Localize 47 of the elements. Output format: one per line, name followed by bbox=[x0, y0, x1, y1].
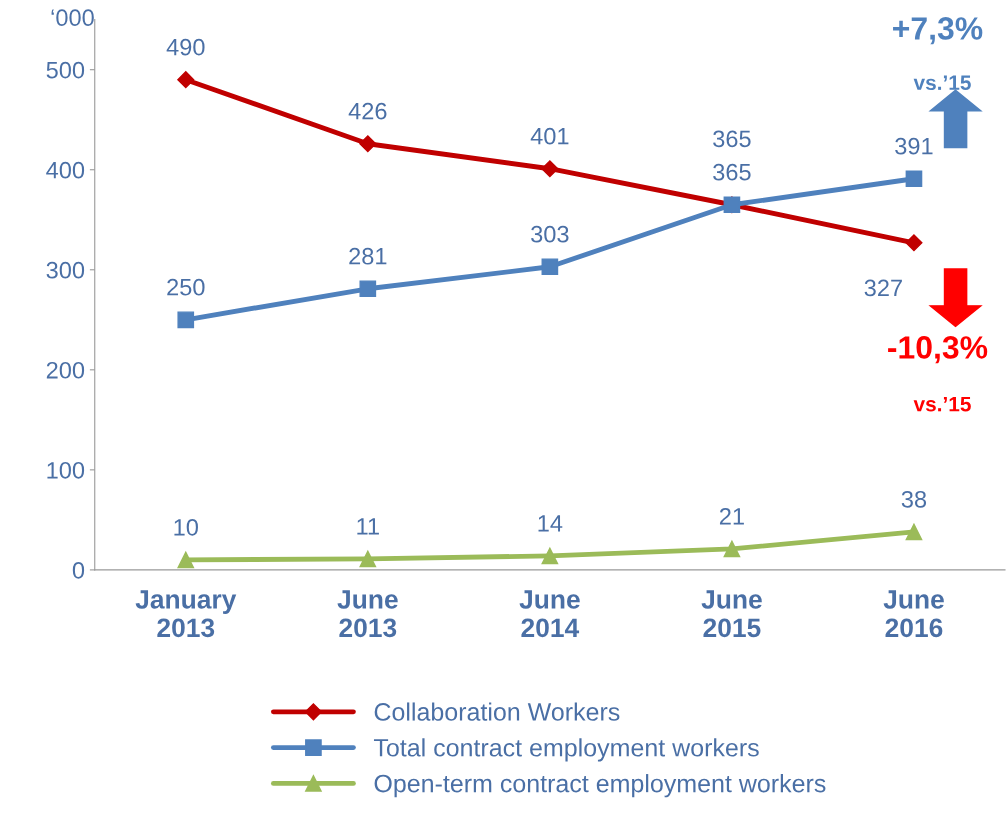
data-label: 11 bbox=[357, 518, 379, 535]
point bbox=[905, 523, 923, 541]
legend-label: Open-term contract employment workers bbox=[374, 774, 826, 798]
y-tick-label: 0 bbox=[72, 561, 85, 579]
point bbox=[541, 547, 559, 565]
x-tick-label: June 2014 bbox=[519, 590, 580, 638]
point bbox=[359, 135, 377, 153]
data-label: 365 bbox=[713, 130, 751, 148]
point bbox=[723, 540, 741, 558]
y-tick-label: 100 bbox=[47, 461, 85, 479]
legend-label: Total contract employment workers bbox=[373, 738, 759, 762]
point bbox=[177, 551, 195, 569]
data-label: 250 bbox=[167, 278, 205, 296]
x-tick-label: June 2016 bbox=[883, 590, 944, 638]
point bbox=[541, 160, 559, 178]
annotation: +7,3% bbox=[893, 17, 983, 45]
annotation: -10,3% bbox=[888, 336, 988, 364]
data-label: 391 bbox=[895, 137, 933, 155]
data-label: 38 bbox=[901, 490, 927, 508]
point bbox=[359, 550, 377, 568]
y-tick-label: 400 bbox=[46, 161, 85, 179]
data-label: 327 bbox=[864, 279, 902, 297]
annotation: vs.’15 bbox=[913, 75, 971, 91]
point bbox=[359, 280, 377, 298]
data-label: 365 bbox=[713, 163, 751, 181]
x-tick-label: June 2013 bbox=[337, 590, 398, 638]
data-label: 10 bbox=[174, 518, 198, 536]
y-tick-label: 200 bbox=[46, 361, 85, 379]
data-label: 21 bbox=[719, 507, 744, 525]
y-tick-label: 500 bbox=[46, 61, 85, 79]
data-label: 401 bbox=[530, 127, 569, 145]
point bbox=[905, 234, 923, 252]
y-tick-label: 300 bbox=[46, 261, 85, 279]
data-label: 426 bbox=[348, 102, 387, 120]
point bbox=[177, 311, 195, 329]
point bbox=[177, 71, 195, 89]
x-tick-label: June 2015 bbox=[701, 590, 762, 638]
point bbox=[905, 170, 923, 188]
point bbox=[541, 258, 559, 276]
y-axis-title: ‘000 bbox=[51, 9, 94, 27]
annotation: vs.’15 bbox=[913, 396, 971, 412]
data-label: 490 bbox=[166, 38, 205, 56]
data-label: 14 bbox=[538, 515, 563, 532]
data-label: 303 bbox=[531, 225, 569, 243]
x-tick-label: January 2013 bbox=[135, 590, 237, 638]
data-label: 281 bbox=[349, 247, 387, 265]
legend-label: Collaboration Workers bbox=[374, 702, 620, 721]
